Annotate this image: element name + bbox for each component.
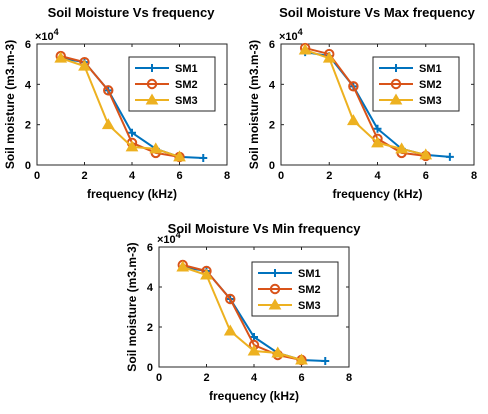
legend-label-sm3: SM3: [419, 95, 442, 107]
x-tick-label: 2: [203, 372, 209, 384]
x-tick-label: 6: [176, 170, 182, 182]
series-sm3: [54, 51, 186, 162]
y-tick-label: 4: [25, 79, 32, 91]
point-sm1-marker-3: [128, 128, 136, 137]
y-multiplier-label: ×104: [157, 230, 181, 246]
point-sm3-marker-5: [419, 148, 433, 160]
point-sm3-marker-5: [295, 353, 308, 365]
chart-title: Soil Moisture Vs Min frequency: [168, 221, 362, 236]
point-sm3-marker-4: [271, 346, 285, 358]
y-tick-label: 4: [269, 79, 276, 91]
legend: SM1 SM2 SM3: [251, 261, 339, 317]
y-tick-label: 6: [269, 39, 275, 51]
y-multiplier-exponent: 4: [54, 27, 59, 37]
y-tick-label: 0: [25, 160, 31, 172]
legend-label-sm1: SM1: [298, 268, 321, 280]
legend-marker-sm3-marker-0: [145, 93, 159, 105]
point-sm3-marker-2: [101, 118, 115, 130]
point-sm3-marker-3: [371, 136, 384, 148]
legend-marker-sm1-marker-0: [271, 269, 279, 277]
y-tick-label: 0: [147, 362, 153, 374]
point-sm2-marker-2: [348, 81, 359, 92]
x-tick-label: 2: [81, 170, 87, 182]
point-sm3-marker-0: [298, 43, 312, 55]
x-tick-label: 8: [224, 170, 230, 182]
point-sm3-marker-3: [247, 344, 261, 356]
x-tick-label: 4: [251, 372, 258, 384]
legend-marker-sm2-marker-0: [146, 78, 158, 90]
point-sm3-marker-1: [200, 268, 213, 280]
y-multiplier-label: ×104: [279, 27, 303, 43]
legend: SM1 SM2 SM3: [128, 56, 216, 112]
chart-title: Soil Moisture Vs frequency: [48, 5, 216, 20]
x-axis-label: frequency (kHz): [332, 187, 422, 201]
point-sm3-marker-3: [125, 140, 139, 152]
x-tick-label: 2: [326, 170, 332, 182]
x-tick-label: 0: [34, 170, 40, 182]
series-sm3: [298, 43, 433, 160]
point-sm3-marker-1: [78, 59, 91, 71]
point-sm1-marker-6: [199, 153, 208, 162]
x-tick-label: 0: [156, 372, 162, 384]
legend-label-sm1: SM1: [175, 63, 198, 75]
y-tick-label: 6: [25, 39, 31, 51]
point-sm3-marker-4: [149, 142, 163, 154]
legend-marker-sm2-marker-0: [390, 78, 402, 90]
series-sm3: [176, 260, 308, 365]
legend-marker-sm2-marker-0: [269, 283, 281, 295]
y-multiplier-label: ×104: [35, 27, 59, 43]
legend: SM1 SM2 SM3: [372, 56, 460, 112]
legend-label-sm1: SM1: [419, 63, 442, 75]
x-tick-label: 8: [346, 372, 352, 384]
point-sm1-marker-3: [373, 124, 382, 133]
legend-marker-sm1-marker-0: [392, 64, 400, 72]
point-sm3-marker-2: [223, 324, 237, 336]
x-axis-label: frequency (kHz): [87, 187, 177, 201]
x-tick-label: 6: [423, 170, 429, 182]
subplot-2: Soil Moisture Vs Max frequency 0 2 4 6 8 0 2 4 6 ×…: [247, 5, 477, 201]
y-axis-label: Soil moisture (m3.m-3): [247, 40, 261, 169]
point-sm3-marker-2: [347, 114, 360, 126]
y-tick-label: 2: [147, 322, 153, 334]
legend-label-sm2: SM2: [419, 79, 442, 91]
y-axis-label: Soil moisture (m3.m-3): [3, 40, 17, 169]
x-tick-label: 4: [129, 170, 136, 182]
point-sm1-marker-6: [321, 357, 330, 365]
point-sm3-marker-0: [54, 51, 68, 63]
y-tick-label: 2: [25, 120, 31, 132]
point-sm1-marker-6: [445, 152, 454, 161]
x-tick-label: 8: [471, 170, 477, 182]
chart-title: Soil Moisture Vs Max frequency: [279, 5, 476, 20]
y-multiplier-exponent: 4: [176, 230, 181, 240]
y-tick-label: 6: [147, 242, 153, 254]
legend-label-sm2: SM2: [175, 79, 198, 91]
y-tick-label: 2: [269, 120, 275, 132]
legend-marker-sm3-marker-0: [389, 93, 403, 105]
subplot-1: Soil Moisture Vs frequency 0 2 4 6 8 0 2 4 6 ×104 f…: [3, 5, 230, 201]
legend-marker-sm3-marker-0: [268, 298, 282, 310]
legend-label-sm3: SM3: [298, 300, 321, 312]
point-sm3-marker-1: [322, 51, 336, 63]
point-sm3-marker-5: [173, 150, 186, 162]
x-tick-label: 0: [278, 170, 284, 182]
point-sm2-marker-2: [103, 85, 114, 96]
x-axis-label: frequency (kHz): [209, 389, 299, 403]
legend-marker-sm1-marker-0: [148, 64, 156, 72]
subplot-3: Soil Moisture Vs Min frequency 0 2 4 6 8 0 2 4 6 ×…: [125, 221, 361, 403]
point-sm1-marker-3: [250, 333, 258, 341]
y-tick-label: 4: [147, 282, 154, 294]
y-multiplier-exponent: 4: [298, 27, 303, 37]
y-tick-label: 0: [269, 160, 275, 172]
point-sm3-marker-0: [176, 260, 190, 272]
x-tick-label: 4: [374, 170, 381, 182]
point-sm2-marker-2: [225, 293, 236, 305]
y-axis-label: Soil moisture (m3.m-3): [125, 242, 139, 371]
x-tick-label: 6: [298, 372, 304, 384]
legend-label-sm3: SM3: [175, 95, 198, 107]
legend-label-sm2: SM2: [298, 284, 321, 296]
point-sm3-marker-4: [395, 142, 408, 154]
